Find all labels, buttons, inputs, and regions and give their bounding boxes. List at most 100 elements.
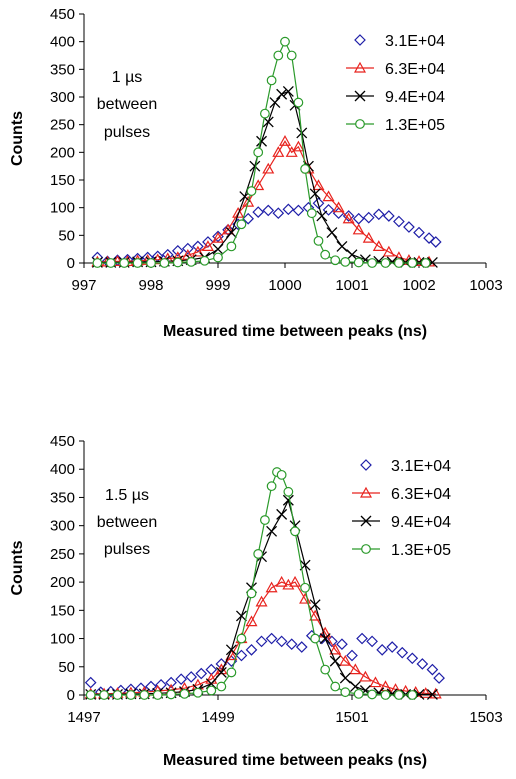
x-tick-label: 1000 [268,277,301,294]
y-tick-label: 0 [67,255,75,272]
annotation-text: pulses [104,124,150,141]
data-point [322,204,335,216]
data-point [236,633,247,644]
series-line [90,581,436,695]
data-point [125,690,136,700]
data-point [394,258,404,268]
data-point [340,256,351,267]
legend-entry: 9.4E+04 [352,514,451,531]
data-point [252,206,265,218]
data-point [356,632,368,645]
data-point [212,243,224,255]
data-point [420,258,431,268]
data-point [353,688,364,699]
data-point [92,258,103,268]
y-tick-label: 300 [50,89,75,106]
legend-label: 9.4E+04 [385,89,445,106]
data-point [165,676,177,689]
legend-label: 1.3E+05 [385,117,445,134]
data-point [300,582,311,593]
data-point [320,664,331,675]
data-point [85,690,96,700]
data-point [285,146,298,157]
data-point [362,231,375,243]
legend-marker [354,34,366,46]
data-point [413,226,425,239]
series-1.3E+05 [85,467,418,700]
y-axis-label: Counts [9,540,26,595]
legend-label: 3.1E+04 [391,458,451,475]
data-point [155,678,167,691]
legend-label: 3.1E+04 [385,33,445,50]
data-point [139,690,150,700]
data-point [407,690,418,700]
data-point [309,599,321,611]
annotation-text: pulses [104,541,150,558]
data-point [316,210,328,222]
x-tick-label: 1497 [67,709,100,726]
data-point [226,241,237,252]
x-tick-label: 1501 [335,709,368,726]
data-point [199,255,210,266]
y-tick-label: 100 [50,200,75,217]
x-tick-label: 1001 [335,277,368,294]
y-tick-label: 100 [50,631,75,648]
data-point [326,635,338,648]
data-point [367,689,378,700]
data-point [166,689,177,700]
x-tick-label: 1503 [469,709,502,726]
data-point [372,240,385,251]
x-tick-label: 1003 [469,277,502,294]
y-tick-label: 50 [58,227,75,244]
data-point [222,223,234,236]
annotation-text: between [97,96,158,113]
data-point [192,687,203,698]
data-point [84,676,97,689]
legend-label: 6.3E+04 [385,61,445,78]
data-point [282,494,294,506]
data-point [416,658,429,670]
data-point [262,162,275,174]
data-point [329,655,341,667]
data-point [236,219,247,230]
legend-marker [359,486,373,498]
data-point [265,581,278,593]
data-point [396,646,409,659]
data-point [433,672,445,684]
data-point [191,245,204,257]
data-point [266,75,277,86]
legend-entry: 1.3E+05 [346,117,445,134]
data-point [146,258,156,268]
data-point [386,641,399,653]
data-point [342,212,355,224]
data-point [104,685,117,698]
data-point [245,643,258,656]
data-point [255,635,268,648]
data-point [260,515,270,525]
data-point [235,649,248,662]
annotation-text: between [97,514,158,531]
data-point [283,486,294,497]
data-point [105,258,116,268]
legend-label: 6.3E+04 [391,486,451,503]
data-point [339,672,351,684]
annotation-text: 1.5 µs [105,487,149,504]
data-point [211,231,225,243]
data-point [152,690,163,700]
data-point [171,244,184,257]
data-point [280,36,290,47]
data-point [249,160,261,172]
data-point [426,663,439,676]
data-point [300,164,311,174]
y-tick-label: 400 [50,461,75,478]
data-point [282,203,295,216]
y-tick-label: 350 [50,489,75,506]
x-tick-label: 999 [205,277,230,294]
data-point [186,256,197,267]
data-point [312,179,325,191]
data-point [369,676,382,688]
data-point [349,663,362,675]
data-point [403,221,415,233]
legend-marker [360,515,372,527]
legend-label: 1.3E+05 [391,542,451,559]
